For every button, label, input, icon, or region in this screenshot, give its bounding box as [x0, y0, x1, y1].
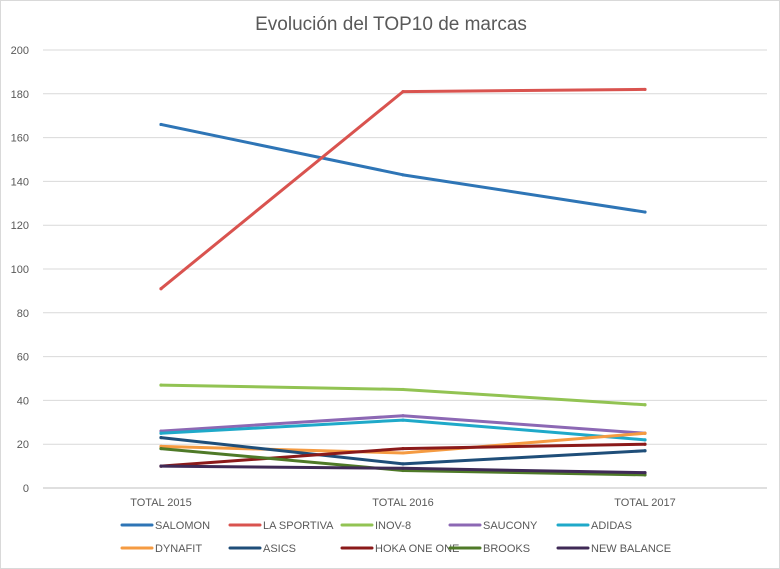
x-tick-label: TOTAL 2016: [372, 497, 434, 509]
data-point: [643, 431, 647, 435]
data-point: [159, 383, 163, 387]
legend-item: INOV-8: [340, 520, 411, 532]
data-point: [159, 431, 163, 435]
y-tick-label: 200: [11, 45, 29, 57]
data-point: [643, 87, 647, 92]
data-point: [401, 387, 405, 392]
data-point: [159, 436, 163, 440]
data-point: [159, 464, 163, 468]
legend-label: ADIDAS: [591, 520, 632, 532]
legend-item: ASICS: [228, 543, 296, 555]
data-point: [401, 466, 405, 470]
data-point: [643, 403, 647, 407]
y-tick-label: 120: [11, 220, 29, 232]
y-tick-label: 80: [17, 308, 29, 320]
series-line-la-sportiva: [159, 87, 647, 291]
y-tick-label: 20: [17, 439, 29, 451]
legend-item: LA SPORTIVA: [228, 520, 334, 532]
data-point: [643, 438, 647, 442]
legend-item: DYNAFIT: [120, 543, 202, 555]
axes: 0 20 40 60 80 100 120 140 160 180 200 TOTAL 2015 TOT…: [11, 45, 676, 509]
y-tick-label: 180: [11, 89, 29, 101]
x-tick-label: TOTAL 2017: [614, 497, 676, 509]
data-point: [159, 287, 163, 291]
legend: SALOMON LA SPORTIVA INOV-8 SAUCONY ADIDAS DYN…: [120, 520, 671, 555]
legend-label: HOKA ONE ONE: [375, 543, 459, 555]
legend-label: SAUCONY: [483, 520, 538, 532]
data-point: [401, 451, 405, 455]
legend-item: ADIDAS: [556, 520, 632, 532]
data-point: [401, 418, 405, 422]
legend-label: BROOKS: [483, 543, 530, 555]
data-point: [401, 90, 405, 94]
legend-label: NEW BALANCE: [591, 543, 671, 555]
x-tick-label: TOTAL 2015: [130, 497, 192, 509]
legend-item: NEW BALANCE: [556, 543, 671, 555]
y-tick-label: 40: [17, 395, 29, 407]
data-point: [159, 122, 163, 127]
legend-label: SALOMON: [155, 520, 210, 532]
data-point: [643, 442, 647, 446]
series-line-adidas: [159, 418, 647, 442]
legend-label: INOV-8: [375, 520, 411, 532]
data-point: [159, 446, 163, 451]
legend-item: BROOKS: [448, 543, 530, 555]
y-tick-label: 140: [11, 176, 29, 188]
data-point: [401, 446, 405, 451]
legend-label: DYNAFIT: [155, 543, 202, 555]
y-tick-label: 100: [11, 264, 29, 276]
legend-label: LA SPORTIVA: [263, 520, 334, 532]
data-point: [401, 173, 405, 177]
data-point: [401, 462, 405, 466]
data-point: [643, 210, 647, 214]
data-point: [401, 414, 405, 418]
y-tick-label: 0: [23, 483, 29, 495]
legend-label: ASICS: [263, 543, 296, 555]
chart-title: Evolución del TOP10 de marcas: [255, 14, 527, 35]
legend-item: HOKA ONE ONE: [340, 543, 459, 555]
grid-lines: [43, 49, 767, 489]
legend-item: SAUCONY: [448, 520, 538, 532]
y-tick-label: 60: [17, 352, 29, 364]
data-point: [643, 471, 647, 475]
legend-item: SALOMON: [120, 520, 210, 532]
data-point: [643, 449, 647, 453]
y-tick-label: 160: [11, 133, 29, 145]
series-lines: [159, 87, 647, 477]
